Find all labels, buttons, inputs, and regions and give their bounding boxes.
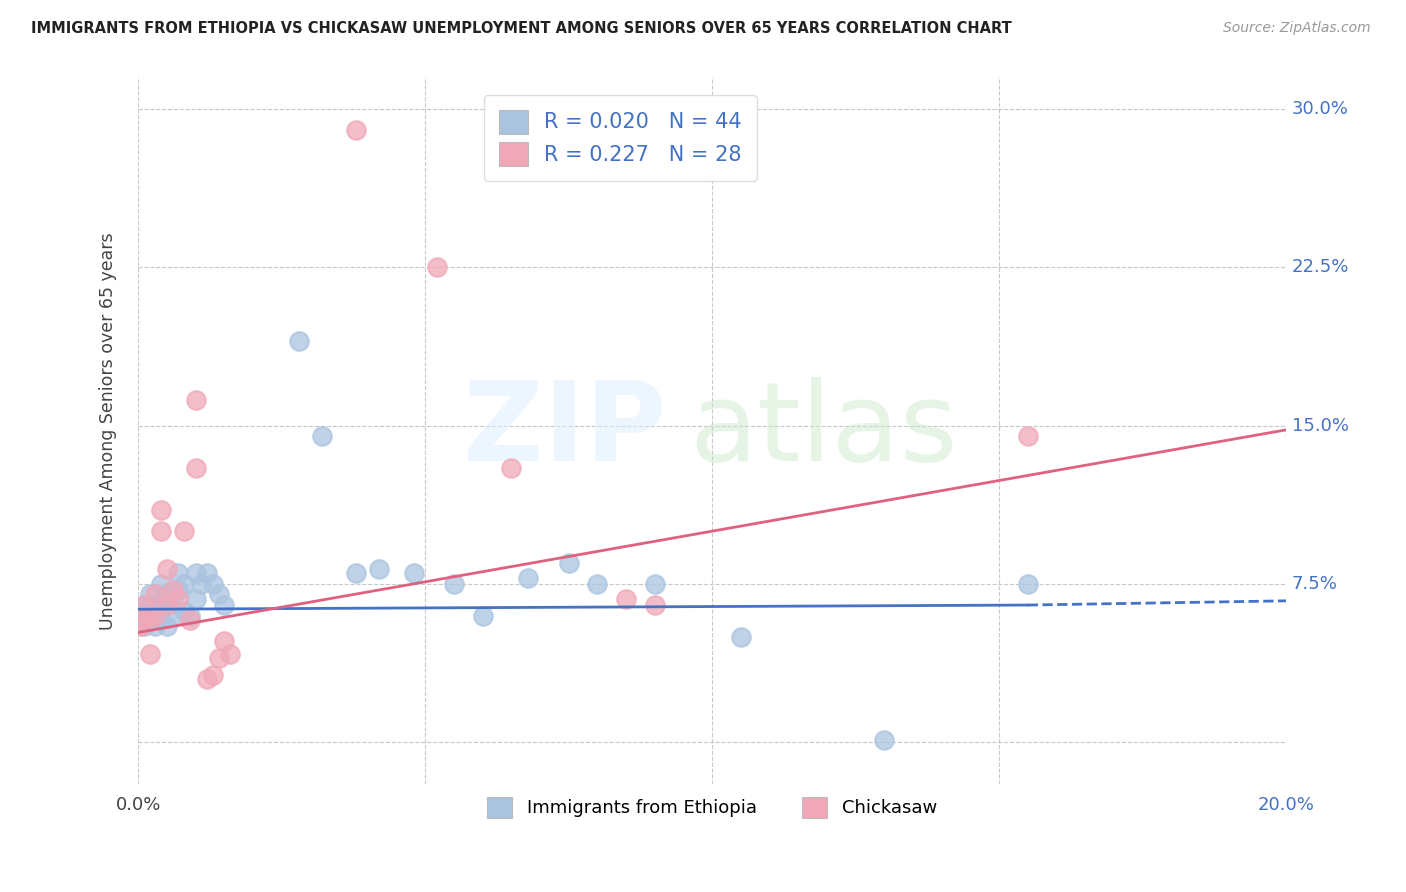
Point <box>145 608 167 623</box>
Point <box>190 577 212 591</box>
Point <box>501 461 523 475</box>
Point <box>145 608 167 623</box>
Point <box>138 587 160 601</box>
Text: 7.5%: 7.5% <box>1292 575 1337 593</box>
Point <box>201 667 224 681</box>
Point <box>138 608 160 623</box>
Point <box>184 591 207 606</box>
Point <box>173 577 195 591</box>
Point <box>132 613 155 627</box>
Point <box>179 613 201 627</box>
Text: ZIP: ZIP <box>463 377 666 484</box>
Point <box>288 334 311 349</box>
Point <box>873 733 896 747</box>
Text: IMMIGRANTS FROM ETHIOPIA VS CHICKASAW UNEMPLOYMENT AMONG SENIORS OVER 65 YEARS C: IMMIGRANTS FROM ETHIOPIA VS CHICKASAW UN… <box>31 21 1012 37</box>
Point <box>402 566 425 581</box>
Point <box>586 577 609 591</box>
Point <box>344 566 367 581</box>
Point <box>150 613 173 627</box>
Point <box>173 524 195 538</box>
Point <box>368 562 391 576</box>
Point <box>145 598 167 612</box>
Point <box>132 598 155 612</box>
Point <box>214 634 236 648</box>
Point <box>207 587 229 601</box>
Point <box>129 619 152 633</box>
Point <box>162 608 184 623</box>
Point <box>195 566 218 581</box>
Point <box>214 598 236 612</box>
Point <box>344 123 367 137</box>
Point <box>184 566 207 581</box>
Point <box>162 583 184 598</box>
Text: 20.0%: 20.0% <box>1257 796 1315 814</box>
Point <box>173 604 195 618</box>
Point <box>150 598 173 612</box>
Point <box>167 566 190 581</box>
Point <box>644 598 666 612</box>
Point <box>156 587 179 601</box>
Point <box>201 577 224 591</box>
Point <box>471 608 494 623</box>
Point <box>426 260 449 275</box>
Point <box>129 608 152 623</box>
Legend: Immigrants from Ethiopia, Chickasaw: Immigrants from Ethiopia, Chickasaw <box>479 789 945 825</box>
Y-axis label: Unemployment Among Seniors over 65 years: Unemployment Among Seniors over 65 years <box>100 232 117 630</box>
Point <box>644 577 666 591</box>
Point <box>167 583 190 598</box>
Point <box>614 591 637 606</box>
Point <box>138 598 160 612</box>
Point <box>517 571 540 585</box>
Point <box>145 619 167 633</box>
Point <box>730 630 752 644</box>
Point <box>145 587 167 601</box>
Point <box>167 591 190 606</box>
Text: Source: ZipAtlas.com: Source: ZipAtlas.com <box>1223 21 1371 36</box>
Point <box>150 503 173 517</box>
Point <box>1017 577 1039 591</box>
Point <box>132 619 155 633</box>
Text: 0.0%: 0.0% <box>115 796 160 814</box>
Point <box>179 608 201 623</box>
Text: 30.0%: 30.0% <box>1292 100 1348 118</box>
Point <box>138 647 160 661</box>
Point <box>195 672 218 686</box>
Point <box>219 647 242 661</box>
Point <box>184 393 207 408</box>
Point <box>443 577 465 591</box>
Point <box>156 598 179 612</box>
Text: 15.0%: 15.0% <box>1292 417 1348 434</box>
Point <box>1017 429 1039 443</box>
Point <box>132 598 155 612</box>
Text: atlas: atlas <box>689 377 957 484</box>
Point <box>162 587 184 601</box>
Point <box>156 619 179 633</box>
Point <box>132 608 155 623</box>
Point <box>156 562 179 576</box>
Text: 22.5%: 22.5% <box>1292 259 1350 277</box>
Point <box>156 598 179 612</box>
Point <box>150 577 173 591</box>
Point <box>311 429 333 443</box>
Point <box>150 524 173 538</box>
Point <box>138 608 160 623</box>
Point <box>557 556 579 570</box>
Point <box>184 461 207 475</box>
Point <box>207 650 229 665</box>
